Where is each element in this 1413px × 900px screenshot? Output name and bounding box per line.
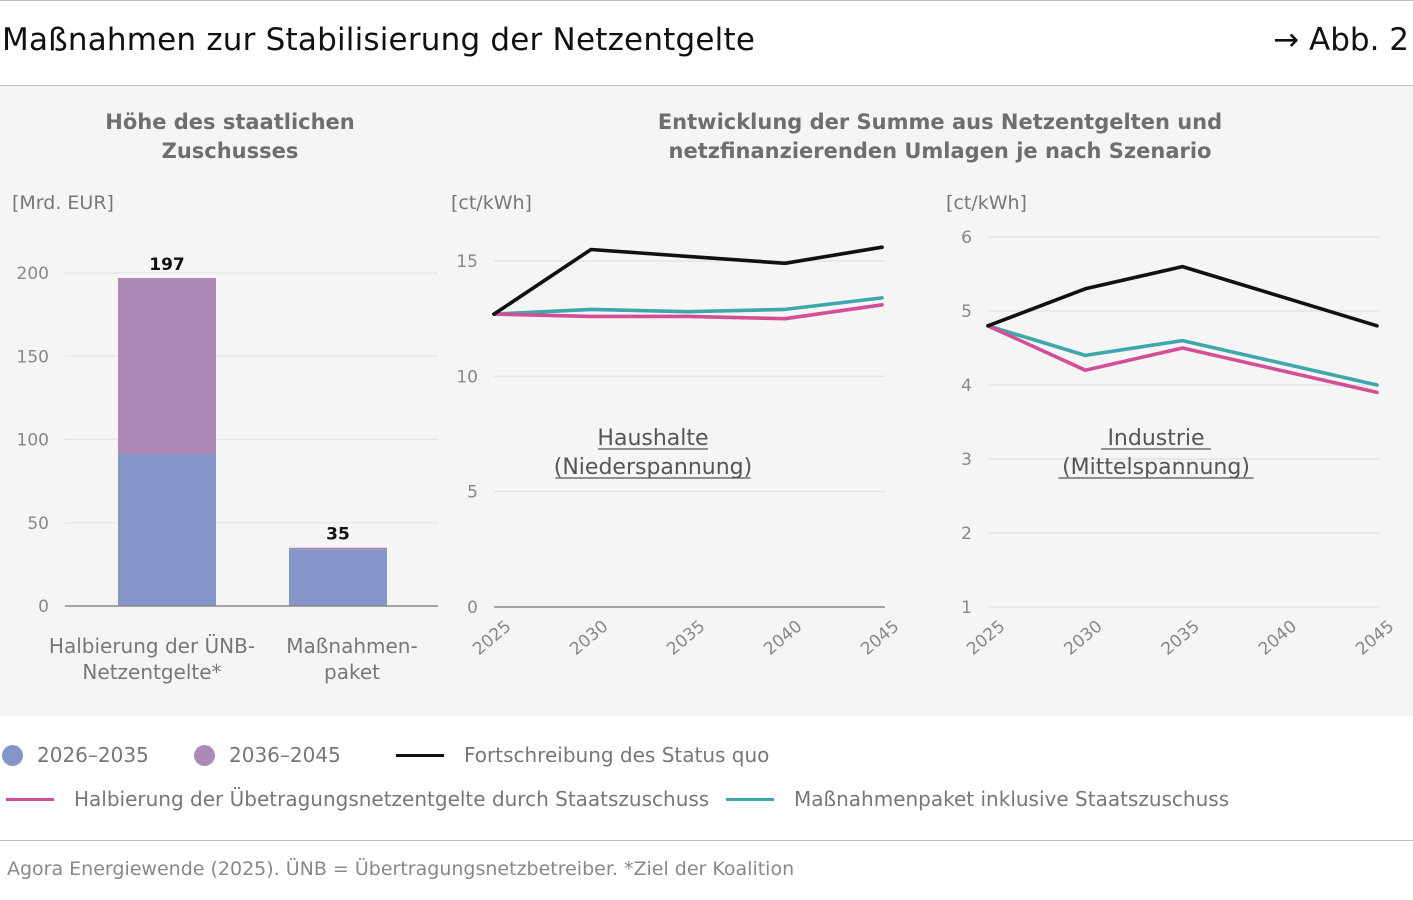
industrie-series-line-0 bbox=[986, 264, 1379, 328]
bar-total-label: 197 bbox=[149, 255, 185, 275]
legend-item-2036-2045: 2036–2045 bbox=[194, 743, 341, 767]
industrie-x-tick: 2045 bbox=[1352, 617, 1398, 660]
bar-y-tick: 200 bbox=[17, 264, 49, 284]
industrie-y-unit: [ct/kWh] bbox=[946, 192, 1027, 214]
chart-panel bbox=[0, 86, 1413, 716]
industrie-y-tick: 5 bbox=[961, 302, 972, 322]
haushalte-panel-label: Haushalte bbox=[597, 426, 708, 451]
bar-category-label: Maßnahmen- bbox=[286, 634, 417, 658]
haushalte-series-line-0 bbox=[492, 245, 884, 316]
bar-total-label: 35 bbox=[326, 525, 350, 545]
haushalte-x-tick: 2040 bbox=[760, 617, 806, 660]
haushalte-series-line-2 bbox=[492, 296, 884, 316]
legend-label: 2026–2035 bbox=[37, 743, 149, 767]
industrie-series-line-1 bbox=[986, 323, 1379, 395]
bar-segment-2036–2045 bbox=[118, 277, 216, 455]
bar-segment-2036–2045 bbox=[289, 547, 387, 550]
bar-segment-2026–2035 bbox=[289, 549, 387, 606]
industrie-panel-label: Industrie bbox=[1107, 426, 1204, 451]
haushalte-x-tick: 2045 bbox=[857, 617, 903, 660]
haushalte-y-unit: [ct/kWh] bbox=[451, 192, 532, 214]
bar-category-label: paket bbox=[324, 660, 380, 684]
bar-chart-title: Höhe des staatlichen Zuschusses bbox=[60, 108, 400, 166]
legend-item-paket: Maßnahmenpaket inklusive Staatszuschuss bbox=[726, 787, 1229, 811]
legend-label: 2036–2045 bbox=[229, 743, 341, 767]
legend-line-black bbox=[396, 753, 444, 757]
industrie-y-tick: 6 bbox=[961, 228, 972, 248]
page-title: Maßnahmen zur Stabilisierung der Netzent… bbox=[2, 22, 756, 58]
bar-y-unit: [Mrd. EUR] bbox=[12, 192, 114, 214]
figure-reference: → Abb. 2 bbox=[1273, 22, 1409, 58]
industrie-panel-label: (Mittelspannung) bbox=[1062, 455, 1250, 480]
industrie-y-tick: 3 bbox=[961, 450, 972, 470]
industrie-x-tick: 2035 bbox=[1158, 617, 1204, 660]
legend-line-magenta bbox=[6, 797, 54, 801]
line-charts-title: Entwicklung der Summe aus Netzentgelten … bbox=[540, 108, 1340, 166]
bar-y-tick: 150 bbox=[17, 347, 49, 367]
legend-label: Maßnahmenpaket inklusive Staatszuschuss bbox=[794, 787, 1230, 811]
industrie-y-tick: 1 bbox=[961, 598, 972, 618]
industrie-series-line-2 bbox=[986, 323, 1379, 387]
line-charts-title-line-1: Entwicklung der Summe aus Netzentgelten … bbox=[657, 110, 1223, 134]
legend-label: Fortschreibung des Status quo bbox=[464, 743, 770, 767]
haushalte-x-tick: 2035 bbox=[663, 617, 709, 660]
haushalte-series-line-1 bbox=[492, 302, 884, 321]
bar-y-tick: 100 bbox=[17, 431, 49, 451]
bar-y-tick: 50 bbox=[27, 514, 49, 534]
haushalte-x-tick: 2025 bbox=[469, 617, 515, 660]
industrie-x-tick: 2025 bbox=[963, 617, 1009, 660]
haushalte-y-tick: 0 bbox=[467, 598, 478, 618]
legend-line-teal bbox=[726, 797, 774, 801]
haushalte-y-tick: 10 bbox=[456, 367, 478, 387]
top-rule bbox=[0, 0, 1413, 1]
legend-item-status-quo: Fortschreibung des Status quo bbox=[396, 743, 769, 767]
legend-dot-blue bbox=[2, 744, 23, 766]
industrie-y-tick: 2 bbox=[961, 524, 972, 544]
bar-chart-title-line-1: Höhe des staatlichen bbox=[105, 110, 355, 134]
bar-chart-title-line-2: Zuschusses bbox=[161, 139, 299, 163]
legend-dot-purple bbox=[194, 744, 215, 766]
footer-rule bbox=[0, 840, 1413, 841]
industrie-y-tick: 4 bbox=[961, 376, 972, 396]
haushalte-x-tick: 2030 bbox=[566, 617, 612, 660]
industrie-x-tick: 2030 bbox=[1060, 617, 1106, 660]
bar-y-tick: 0 bbox=[38, 597, 49, 617]
legend-item-halbierung: Halbierung der Übetragungsnetzentgelte d… bbox=[6, 787, 709, 811]
line-charts-title-line-2: netzfinanzierenden Umlagen je nach Szena… bbox=[668, 139, 1212, 163]
haushalte-panel-label: (Niederspannung) bbox=[554, 455, 752, 480]
haushalte-y-tick: 15 bbox=[456, 252, 478, 272]
bar-category-label: Halbierung der ÜNB- bbox=[49, 634, 255, 658]
bar-segment-2026–2035 bbox=[118, 454, 216, 606]
bar-category-label: Netzentgelte* bbox=[82, 660, 221, 684]
industrie-x-tick: 2040 bbox=[1255, 617, 1301, 660]
haushalte-y-tick: 5 bbox=[467, 483, 478, 503]
source-note: Agora Energiewende (2025). ÜNB = Übertra… bbox=[7, 858, 795, 880]
legend-label: Halbierung der Übetragungsnetzentgelte d… bbox=[74, 787, 710, 811]
header-rule bbox=[0, 85, 1413, 86]
legend-item-2026-2035: 2026–2035 bbox=[2, 743, 149, 767]
